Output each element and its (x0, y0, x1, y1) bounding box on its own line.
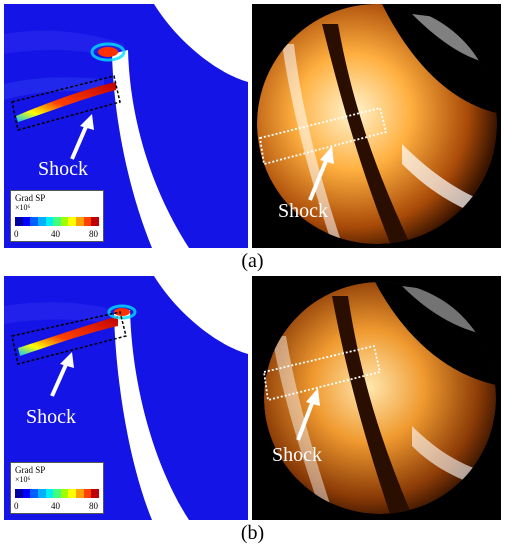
experiment-photo-a (252, 4, 501, 248)
arrow-head (306, 388, 320, 406)
colorbar-swatch (37, 489, 46, 498)
flow-contour (4, 302, 124, 326)
colorbar-swatch (53, 217, 61, 226)
colorbar-swatch (15, 217, 23, 226)
highlight-box (11, 311, 127, 365)
tick-label: 0 (14, 501, 19, 511)
blade-region-upper (154, 4, 248, 82)
experiment-panel-a: Shock (252, 4, 501, 248)
colorbar-swatch (45, 489, 54, 498)
highlight-box (258, 106, 388, 166)
experiment-panel-b: Shock (252, 276, 501, 520)
arrow-shaft (296, 397, 316, 441)
tick-label: 40 (51, 229, 60, 239)
tick-label: 80 (89, 501, 98, 511)
colorbar-swatch (60, 489, 69, 498)
panel-caption-a: (a) (241, 250, 264, 272)
blade-region-upper (154, 276, 248, 354)
tick-label: 80 (89, 229, 98, 239)
colorbar-legend: Grad SP ×10⁶ 0 40 80 (10, 190, 104, 242)
arrow-shaft (70, 121, 90, 160)
sim-shock-label: Shock (38, 158, 88, 180)
leading-edge-blob (98, 47, 118, 57)
sim-shock-label: Shock (26, 406, 76, 428)
flow-contour (4, 30, 124, 59)
blade-dark-band (332, 296, 414, 514)
exp-shock-label: Shock (272, 444, 322, 466)
exp-shock-label: Shock (278, 200, 328, 222)
arrow-head (80, 114, 94, 130)
blade-dark-band (322, 24, 412, 244)
colorbar-swatch (15, 489, 23, 498)
simulation-panel-a: Shock Grad SP ×10⁶ 0 40 80 (4, 4, 248, 248)
colorbar-swatch (30, 489, 38, 498)
colorbar (15, 217, 100, 226)
colorbar-swatch (68, 489, 77, 498)
bright-streak (402, 144, 492, 219)
leading-edge-halo (90, 42, 126, 62)
tick-label: 0 (14, 229, 19, 239)
legend-title: Grad SP (15, 193, 46, 203)
shock-streak (16, 82, 116, 122)
colorbar-swatch (45, 217, 54, 226)
colorbar-legend: Grad SP ×10⁶ 0 40 80 (10, 462, 104, 514)
colorbar-swatch (53, 489, 61, 498)
colorbar-swatch (83, 217, 92, 226)
colorbar (15, 489, 100, 498)
colorbar-swatch (76, 489, 84, 498)
colorbar-swatch (91, 489, 100, 498)
highlight-box (11, 75, 121, 131)
colorbar-swatch (22, 489, 31, 498)
legend-scale: ×10⁶ (15, 203, 31, 212)
colorbar-swatch (30, 217, 38, 226)
colorbar-swatch (68, 217, 77, 226)
leading-edge-blob (114, 308, 130, 316)
colorbar-swatch (91, 217, 100, 226)
colorbar-swatch (76, 217, 84, 226)
legend-scale: ×10⁶ (15, 475, 31, 484)
colorbar-swatch (22, 217, 31, 226)
arrow-shaft (308, 155, 330, 201)
panel-caption-b: (b) (240, 522, 265, 544)
colorbar-swatch (83, 489, 92, 498)
blade-body (112, 50, 189, 248)
blade-body (114, 310, 189, 520)
simulation-panel-b: Shock Grad SP ×10⁶ 0 40 80 (4, 276, 248, 520)
blade-tip-corner (236, 4, 248, 22)
tick-label: 40 (51, 501, 60, 511)
bright-streak (282, 44, 342, 244)
arrow-head (320, 146, 334, 164)
arrow-head (60, 352, 74, 368)
highlight-box (262, 344, 382, 402)
arrow-shaft (50, 359, 70, 397)
legend-title: Grad SP (15, 465, 46, 475)
colorbar-swatch (37, 217, 46, 226)
experiment-photo-b (252, 276, 501, 520)
flow-contour (4, 77, 104, 100)
colorbar-swatch (60, 217, 69, 226)
blade-tip-corner (236, 276, 248, 294)
shock-streak (18, 316, 118, 356)
